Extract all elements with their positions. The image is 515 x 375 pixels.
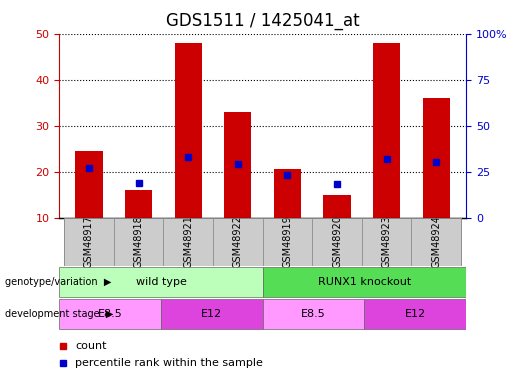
Bar	[263, 299, 364, 329]
Text: E12: E12	[405, 309, 426, 319]
Text: percentile rank within the sample: percentile rank within the sample	[76, 358, 263, 368]
Text: wild type: wild type	[135, 277, 186, 287]
Text: GSM48917: GSM48917	[84, 215, 94, 268]
Bar	[125, 190, 152, 217]
Bar	[213, 217, 263, 266]
Text: E12: E12	[201, 309, 222, 319]
Text: GSM48918: GSM48918	[133, 216, 144, 268]
Bar	[423, 98, 450, 218]
Text: RUNX1 knockout: RUNX1 knockout	[318, 277, 411, 287]
Text: GSM48924: GSM48924	[431, 215, 441, 268]
Text: GSM48920: GSM48920	[332, 215, 342, 268]
Bar	[411, 217, 461, 266]
Bar	[224, 112, 251, 218]
Text: GSM48922: GSM48922	[233, 215, 243, 268]
Bar	[312, 217, 362, 266]
Bar	[263, 267, 466, 297]
Bar	[59, 299, 161, 329]
Text: GSM48921: GSM48921	[183, 215, 193, 268]
Bar	[59, 267, 263, 297]
Bar	[373, 43, 400, 218]
Bar	[114, 217, 163, 266]
Text: genotype/variation  ▶: genotype/variation ▶	[5, 277, 112, 287]
Text: E8.5: E8.5	[301, 309, 326, 319]
Bar	[263, 217, 312, 266]
Bar	[274, 169, 301, 217]
Text: E8.5: E8.5	[98, 309, 123, 319]
Bar	[323, 195, 351, 217]
Title: GDS1511 / 1425041_at: GDS1511 / 1425041_at	[166, 12, 359, 30]
Bar	[362, 217, 411, 266]
Text: GSM48919: GSM48919	[282, 216, 293, 268]
Text: development stage  ▶: development stage ▶	[5, 309, 113, 319]
Text: count: count	[76, 341, 107, 351]
Bar	[175, 43, 202, 218]
Bar	[364, 299, 466, 329]
Bar	[163, 217, 213, 266]
Bar	[75, 151, 102, 217]
Text: GSM48923: GSM48923	[382, 215, 392, 268]
Bar	[161, 299, 263, 329]
Bar	[64, 217, 114, 266]
